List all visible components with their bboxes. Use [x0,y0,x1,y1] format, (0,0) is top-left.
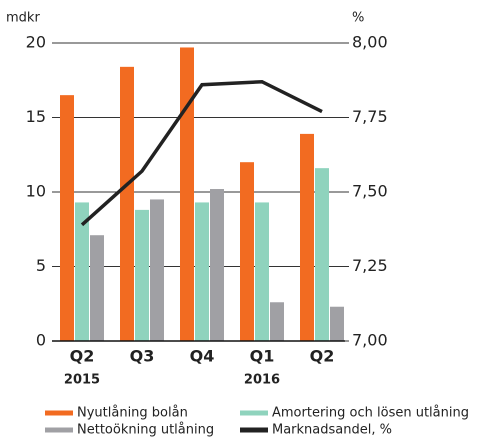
bar [240,162,254,341]
y-tick-label: 10 [26,182,46,201]
x-tick-label: Q4 [190,347,215,366]
x-tick-label: Q2 [310,347,335,366]
legend-label: Nyutlåning bolån [77,406,188,421]
bar [270,302,284,341]
legend-label: Amortering och lösen utlåning [272,406,469,421]
y2-tick-label: 7,75 [352,107,388,126]
x-group-label: 2016 [244,373,280,388]
y2-tick-label: 7,00 [352,331,388,350]
bar [330,306,344,341]
bar [315,168,329,341]
x-tick-label: Q3 [130,347,155,366]
y2-tick-label: 7,25 [352,256,388,275]
legend-swatch [240,427,268,433]
bar [135,209,149,341]
bar [300,133,314,341]
y2-axis-label: % [352,11,364,26]
bar [210,189,224,341]
x-group-label: 2015 [64,373,100,388]
y-tick-label: 0 [36,331,46,350]
y-tick-label: 15 [26,107,46,126]
legend-swatch [240,410,268,416]
y-tick-label: 20 [26,33,46,52]
y-tick-label: 5 [36,256,46,275]
y-axis-label: mdkr [6,11,40,26]
bar [90,235,104,341]
y2-tick-label: 7,50 [352,182,388,201]
bar [180,47,194,341]
y2-tick-label: 8,00 [352,33,388,52]
x-tick-label: Q1 [250,347,275,366]
legend-swatch [45,427,73,433]
legend-label: Marknadsandel, % [272,423,392,438]
bar [150,199,164,341]
bar [255,202,269,341]
bar [195,202,209,341]
x-tick-label: Q2 [70,347,95,366]
line-series [80,79,323,227]
bar [75,202,89,341]
bar [60,95,74,342]
legend-swatch [45,410,73,416]
legend-label: Nettoökning utlåning [77,423,214,438]
bar [120,66,134,341]
